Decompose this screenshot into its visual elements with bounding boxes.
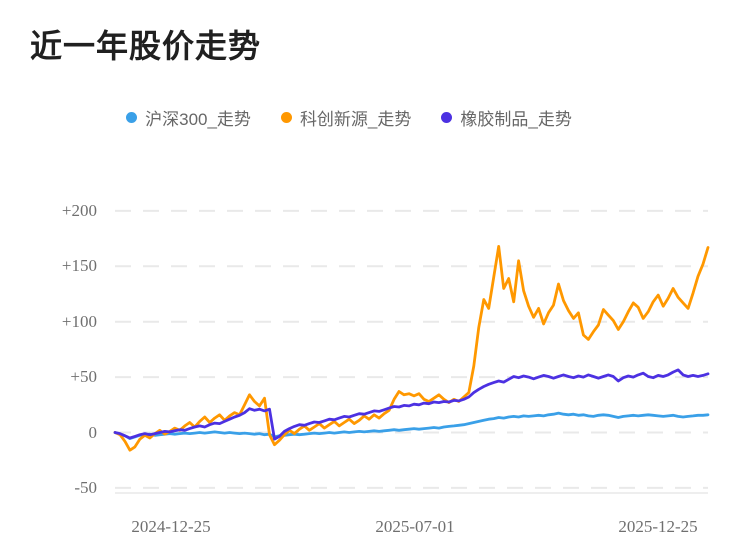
- legend-item-rubber[interactable]: 橡胶制品_走势: [441, 105, 572, 130]
- legend-marker-kcxy-icon: [280, 112, 292, 123]
- y-tick-label: +100: [61, 312, 97, 331]
- legend-item-hs300[interactable]: 沪深300_走势: [126, 105, 251, 130]
- chart-title: 近一年股价走势: [30, 28, 262, 64]
- x-tick-label: 2024-12-25: [131, 517, 211, 536]
- x-tick-label: 2025-07-01: [375, 517, 455, 536]
- legend-label-hs300: 沪深300_走势: [145, 110, 251, 129]
- legend-marker-rubber-icon: [441, 112, 453, 123]
- legend-marker-hs300-icon: [126, 112, 138, 123]
- chart-legend: 沪深300_走势 科创新源_走势 橡胶制品_走势: [0, 105, 724, 130]
- x-tick-label: 2025-12-25: [618, 517, 698, 536]
- y-tick-label: +50: [70, 367, 97, 386]
- legend-label-rubber: 橡胶制品_走势: [460, 110, 572, 129]
- y-tick-label: 0: [88, 423, 98, 442]
- y-tick-label: +200: [61, 201, 97, 220]
- y-tick-label: +150: [61, 256, 97, 275]
- y-tick-label: -50: [74, 478, 97, 497]
- legend-label-kcxy: 科创新源_走势: [299, 110, 412, 129]
- legend-item-kcxy[interactable]: 科创新源_走势: [280, 105, 412, 130]
